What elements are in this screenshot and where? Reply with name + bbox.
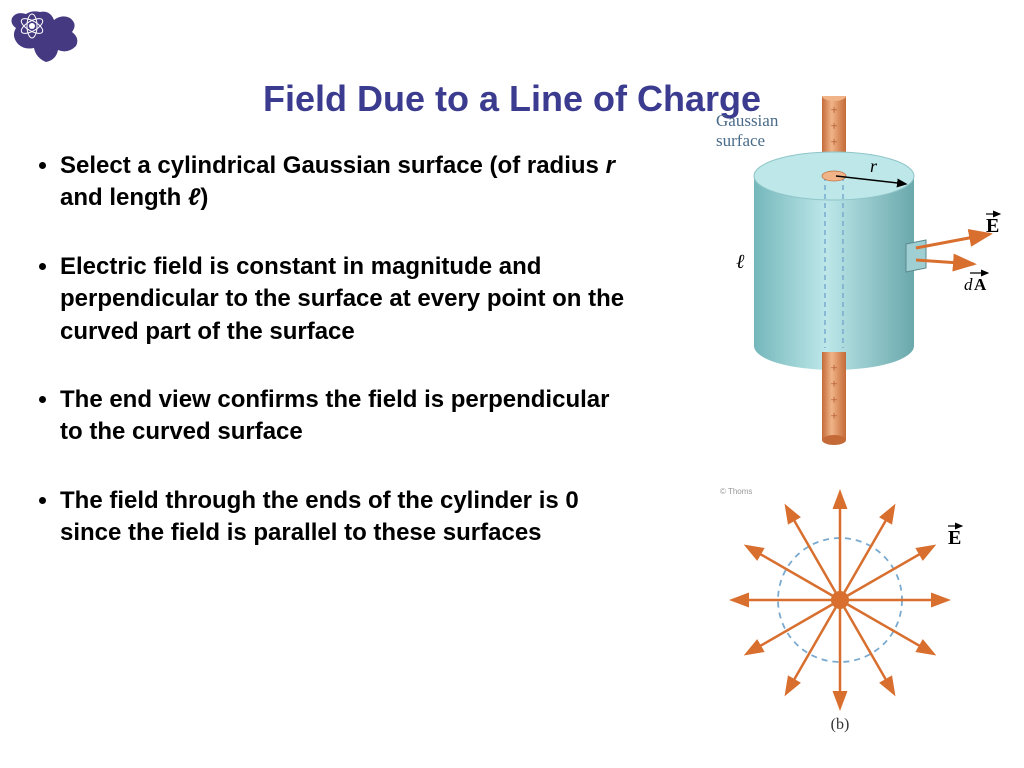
svg-text:+: + xyxy=(830,392,837,407)
svg-text:+: + xyxy=(830,376,837,391)
svg-text:+: + xyxy=(830,118,837,133)
bullet-list: Select a cylindrical Gaussian surface (o… xyxy=(38,150,638,586)
svg-text:+: + xyxy=(830,360,837,375)
svg-text:r: r xyxy=(870,156,878,176)
bullet-item: Electric field is constant in magnitude … xyxy=(60,251,638,348)
figure-cylinder: + + + + r Gaussian surface ℓ E d A + xyxy=(674,96,1004,456)
svg-text:© Thoms: © Thoms xyxy=(720,487,752,496)
bullet-item: The end view confirms the field is perpe… xyxy=(60,384,638,449)
svg-text:A: A xyxy=(974,275,987,294)
figure-b-caption: (b) xyxy=(710,716,970,734)
svg-text:ℓ: ℓ xyxy=(736,251,745,273)
svg-text:+: + xyxy=(830,408,837,423)
svg-text:Gaussian: Gaussian xyxy=(716,111,779,130)
svg-text:surface: surface xyxy=(716,131,765,150)
svg-text:E: E xyxy=(986,215,999,237)
svg-text:d: d xyxy=(964,275,973,294)
logo-icon xyxy=(6,6,86,76)
bullet-item: The field through the ends of the cylind… xyxy=(60,485,638,550)
svg-text:+: + xyxy=(830,134,837,149)
svg-text:+: + xyxy=(830,102,837,117)
figure-end-view: © Thoms E (b) xyxy=(710,480,970,740)
svg-text:E: E xyxy=(948,527,961,549)
bullet-item: Select a cylindrical Gaussian surface (o… xyxy=(60,150,638,215)
